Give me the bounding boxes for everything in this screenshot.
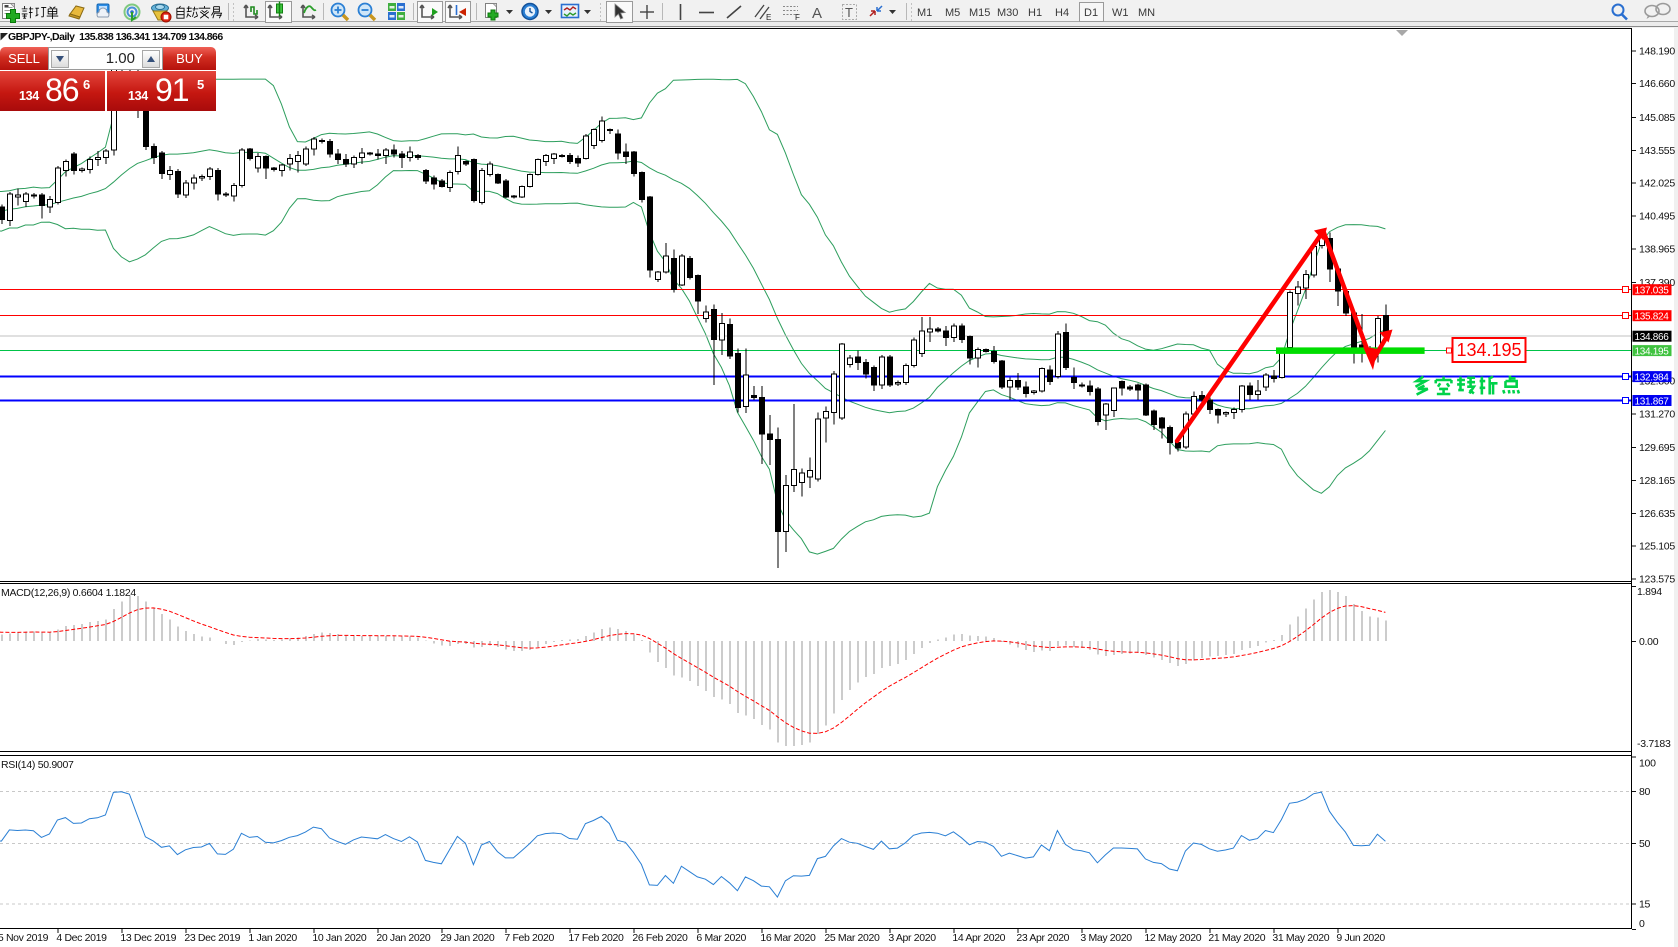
svg-text:3 Apr 2020: 3 Apr 2020 — [888, 932, 936, 944]
svg-text:A: A — [812, 5, 822, 22]
svg-text:129.695: 129.695 — [1639, 442, 1675, 454]
svg-text:125.105: 125.105 — [1639, 541, 1675, 553]
svg-text:RSI(14) 50.9007: RSI(14) 50.9007 — [1, 759, 74, 771]
svg-text:145.085: 145.085 — [1639, 112, 1675, 124]
svg-text:23 Dec 2019: 23 Dec 2019 — [184, 932, 240, 944]
svg-text:3 May 2020: 3 May 2020 — [1080, 932, 1132, 944]
svg-text:H4: H4 — [1055, 7, 1069, 19]
svg-text:15: 15 — [1639, 898, 1651, 910]
svg-text:146.660: 146.660 — [1639, 78, 1675, 90]
svg-text:4 Dec 2019: 4 Dec 2019 — [56, 932, 107, 944]
svg-text:123.575: 123.575 — [1639, 573, 1675, 585]
svg-text:23 Apr 2020: 23 Apr 2020 — [1016, 932, 1069, 944]
svg-text:6 Mar 2020: 6 Mar 2020 — [696, 932, 746, 944]
svg-text:20 Jan 2020: 20 Jan 2020 — [376, 932, 430, 944]
svg-text:M15: M15 — [969, 7, 990, 19]
svg-text:31 May 2020: 31 May 2020 — [1272, 932, 1329, 944]
svg-text:MACD(12,26,9) 0.6604 1.1824: MACD(12,26,9) 0.6604 1.1824 — [1, 587, 136, 599]
svg-text:80: 80 — [1639, 786, 1651, 798]
svg-text:17 Feb 2020: 17 Feb 2020 — [568, 932, 624, 944]
svg-text:137.035: 137.035 — [1634, 286, 1669, 297]
svg-text:134.866: 134.866 — [1634, 332, 1669, 343]
svg-text:0.00: 0.00 — [1639, 636, 1659, 648]
svg-text:12 May 2020: 12 May 2020 — [1144, 932, 1201, 944]
svg-text:100: 100 — [1639, 758, 1656, 770]
svg-text:F: F — [795, 13, 800, 22]
svg-text:M1: M1 — [917, 7, 932, 19]
svg-text:126.635: 126.635 — [1639, 508, 1675, 520]
svg-text:16 Mar 2020: 16 Mar 2020 — [760, 932, 816, 944]
svg-text:134.195: 134.195 — [1456, 340, 1521, 360]
svg-text:MN: MN — [1138, 7, 1155, 19]
svg-text:T: T — [845, 5, 853, 20]
svg-text:D1: D1 — [1084, 7, 1098, 19]
svg-text:E: E — [766, 13, 771, 22]
svg-text:131.270: 131.270 — [1639, 408, 1675, 420]
svg-text:H1: H1 — [1028, 7, 1042, 19]
svg-text:50: 50 — [1639, 838, 1651, 850]
svg-text:M5: M5 — [945, 7, 960, 19]
svg-text:131.867: 131.867 — [1634, 397, 1669, 408]
svg-text:143.555: 143.555 — [1639, 145, 1675, 157]
svg-text:14 Apr 2020: 14 Apr 2020 — [952, 932, 1005, 944]
svg-text:21 May 2020: 21 May 2020 — [1208, 932, 1265, 944]
svg-text:138.965: 138.965 — [1639, 243, 1675, 255]
svg-text:128.165: 128.165 — [1639, 475, 1675, 487]
svg-text:0: 0 — [1639, 918, 1645, 930]
svg-text:13 Dec 2019: 13 Dec 2019 — [120, 932, 176, 944]
svg-text:9 Jun 2020: 9 Jun 2020 — [1336, 932, 1385, 944]
svg-text:142.025: 142.025 — [1639, 178, 1675, 190]
svg-text:10 Jan 2020: 10 Jan 2020 — [312, 932, 366, 944]
svg-text:140.495: 140.495 — [1639, 211, 1675, 223]
svg-text:7 Feb 2020: 7 Feb 2020 — [504, 932, 554, 944]
svg-text:25 Nov 2019: 25 Nov 2019 — [0, 932, 49, 944]
svg-text:25 Mar 2020: 25 Mar 2020 — [824, 932, 880, 944]
svg-text:26 Feb 2020: 26 Feb 2020 — [632, 932, 688, 944]
svg-text:132.984: 132.984 — [1634, 373, 1669, 384]
svg-text:134.195: 134.195 — [1634, 347, 1669, 358]
svg-text:W1: W1 — [1112, 7, 1129, 19]
svg-text:29 Jan 2020: 29 Jan 2020 — [440, 932, 494, 944]
svg-text:1 Jan 2020: 1 Jan 2020 — [248, 932, 297, 944]
svg-text:1.894: 1.894 — [1637, 586, 1662, 598]
svg-text:M30: M30 — [997, 7, 1018, 19]
svg-text:135.824: 135.824 — [1634, 312, 1669, 323]
svg-text:148.190: 148.190 — [1639, 45, 1675, 57]
svg-text:-3.7183: -3.7183 — [1637, 738, 1671, 750]
